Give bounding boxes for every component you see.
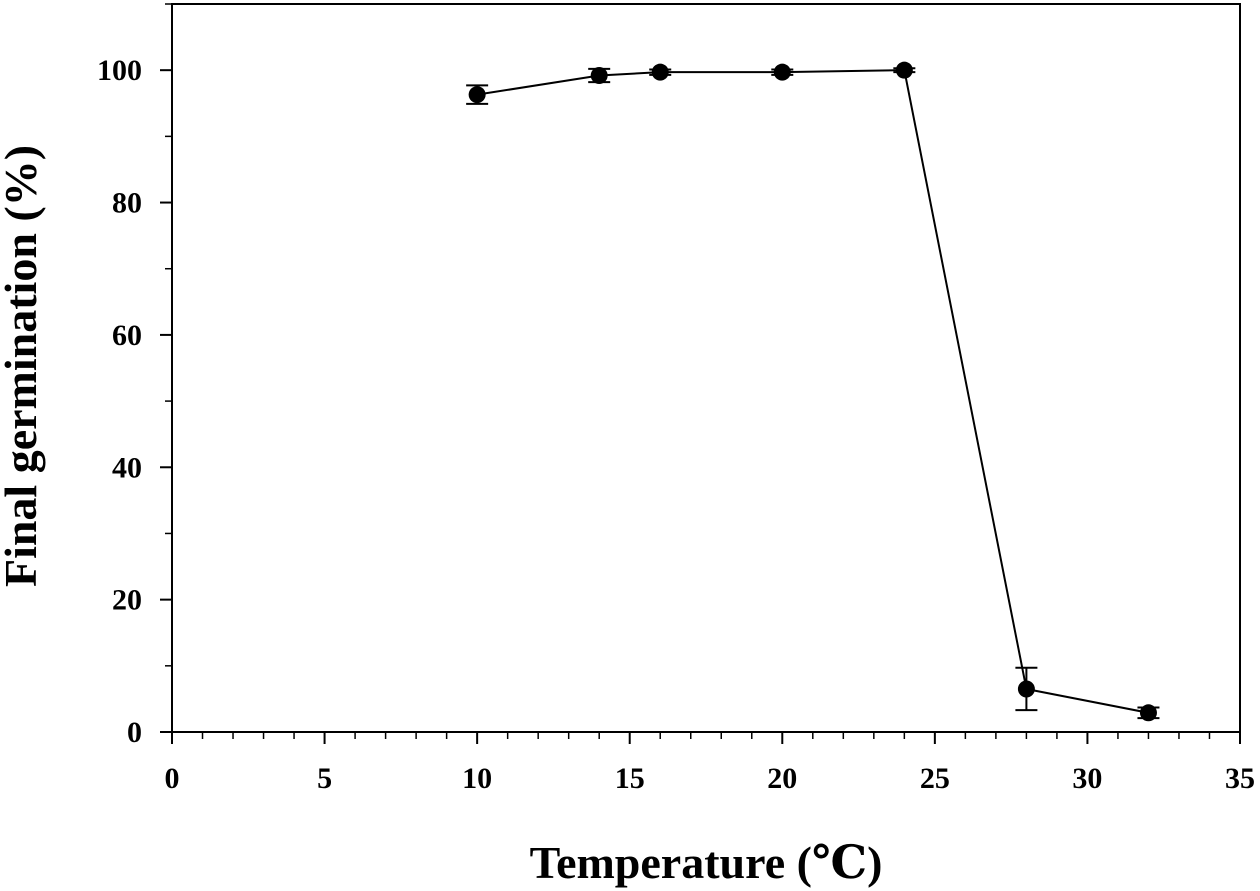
data-point — [468, 86, 486, 104]
tick-labels: 0 5 10 15 20 25 30 35 0 20 40 60 80 100 — [97, 54, 1255, 795]
y-tick-label: 80 — [112, 187, 142, 220]
x-tick-label: 15 — [615, 762, 645, 795]
y-tick-label: 20 — [112, 584, 142, 617]
x-axis-title: Temperature (℃) — [530, 837, 883, 888]
data-point — [651, 63, 669, 81]
series-layer — [466, 61, 1160, 722]
y-tick-label: 60 — [112, 319, 142, 352]
y-axis-title: Final germination (%) — [0, 145, 46, 587]
series-line — [476, 69, 1149, 714]
data-point — [895, 61, 913, 79]
plot-frame — [171, 3, 1241, 733]
x-tick-label: 30 — [1072, 762, 1102, 795]
y-tick-label: 40 — [112, 451, 142, 484]
axes — [171, 3, 1241, 733]
y-tick-label: 0 — [127, 716, 142, 749]
data-point — [773, 63, 791, 81]
data-point — [1017, 680, 1035, 698]
x-tick-label: 25 — [920, 762, 950, 795]
data-point — [590, 66, 608, 84]
x-tick-label: 5 — [317, 762, 332, 795]
data-point — [1139, 704, 1157, 722]
x-tick-label: 10 — [462, 762, 492, 795]
x-tick-label: 20 — [767, 762, 797, 795]
x-tick-label: 0 — [165, 762, 180, 795]
ticks — [160, 3, 1241, 744]
x-tick-label: 35 — [1225, 762, 1255, 795]
y-tick-label: 100 — [97, 54, 142, 87]
